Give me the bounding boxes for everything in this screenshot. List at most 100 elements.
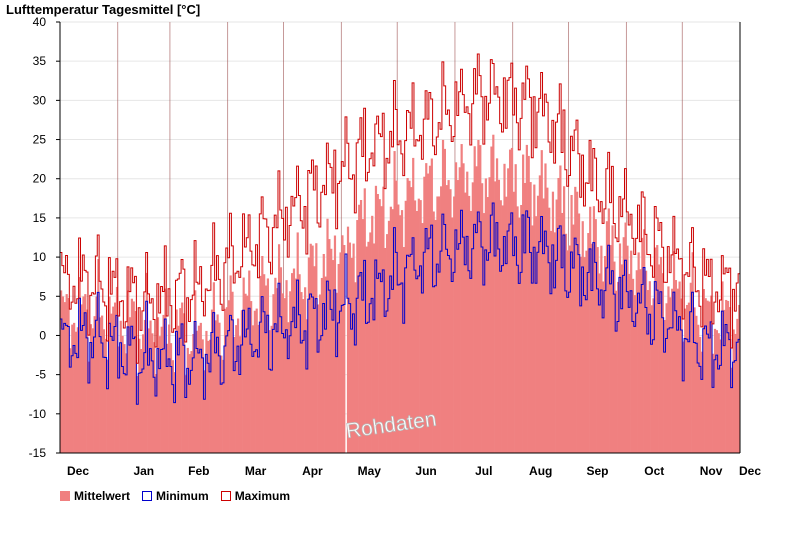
mittelwert-bar [514, 164, 517, 453]
mittelwert-bar [194, 290, 197, 453]
mittelwert-bar [158, 336, 161, 453]
mittelwert-bar [266, 278, 269, 453]
mittelwert-bar [132, 301, 135, 453]
mittelwert-bar [117, 346, 120, 453]
mittelwert-bar [106, 359, 109, 453]
mittelwert-bar [579, 256, 582, 453]
mittelwert-bar [399, 215, 402, 453]
mittelwert-bar [222, 359, 225, 453]
mittelwert-bar [318, 294, 322, 453]
mittelwert-bar [609, 245, 612, 453]
mittelwert-bar [328, 239, 331, 453]
mittelwert-bar [639, 269, 642, 453]
mittelwert-bar [235, 325, 238, 453]
mittelwert-bar [622, 237, 625, 453]
mittelwert-bar [73, 322, 76, 453]
mittelwert-bar [296, 232, 299, 453]
mittelwert-bar [667, 286, 670, 453]
mittelwert-bar [160, 326, 163, 453]
mittelwert-bar [179, 308, 182, 453]
mittelwert-bar [63, 302, 66, 453]
mittelwert-bar [65, 294, 68, 453]
mittelwert-bar [671, 288, 674, 453]
mittelwert-bar [553, 232, 556, 453]
mittelwert-bar [646, 290, 650, 453]
mittelwert-bar [726, 300, 730, 453]
mittelwert-bar [255, 308, 258, 453]
mittelwert-bar [413, 200, 417, 453]
mittelwert-bar [715, 330, 718, 453]
mittelwert-bar [283, 298, 286, 453]
mittelwert-bar [149, 320, 152, 453]
mittelwert-bar [367, 241, 370, 453]
mittelwert-bar [425, 163, 428, 453]
mittelwert-bar [134, 311, 137, 453]
mittelwert-bar [104, 338, 107, 453]
mittelwert-bar [361, 219, 365, 453]
mittelwert-bar [257, 324, 260, 453]
mittelwert-bar [417, 198, 420, 453]
mittelwert-bar [549, 230, 553, 453]
mittelwert-bar [637, 252, 640, 453]
mittelwert-bar [548, 207, 551, 453]
mittelwert-bar [386, 234, 389, 453]
legend-label-mittelwert: Mittelwert [74, 489, 131, 503]
legend-item-maximum: Maximum [220, 489, 291, 503]
legend-label-maximum: Maximum [234, 489, 291, 503]
mittelwert-bar [76, 327, 79, 453]
mittelwert-bar [423, 176, 426, 453]
legend-swatch-maximum [220, 491, 231, 501]
mittelwert-bar [322, 253, 325, 453]
mittelwert-bar [723, 309, 726, 453]
legend-swatch-minimum [142, 491, 153, 501]
mittelwert-bar [229, 275, 232, 453]
mittelwert-bar [559, 165, 562, 454]
mittelwert-bar [708, 301, 711, 453]
chart-title: Lufttemperatur Tagesmittel [°C] [6, 2, 201, 17]
mittelwert-bar [287, 322, 290, 453]
mittelwert-bar [587, 233, 590, 453]
mittelwert-bar [458, 167, 461, 453]
mittelwert-bar [618, 243, 622, 453]
mittelwert-bar [190, 351, 193, 453]
mittelwert-bar [207, 340, 210, 453]
mittelwert-bar [311, 245, 314, 453]
mittelwert-bar [358, 204, 361, 453]
mittelwert-bar [248, 270, 251, 453]
x-tick-label-jan: Jan [133, 464, 154, 478]
mittelwert-bar [298, 274, 301, 453]
mittelwert-bar [700, 351, 704, 453]
mittelwert-bar [212, 282, 215, 453]
mittelwert-bar [620, 264, 623, 453]
mittelwert-bar [343, 245, 346, 453]
y-tick-label: 40 [33, 15, 47, 29]
mittelwert-bar [333, 235, 337, 453]
mittelwert-bar [387, 220, 391, 453]
mittelwert-bar [348, 242, 351, 453]
mittelwert-bar [676, 288, 679, 453]
mittelwert-bar [501, 205, 504, 453]
mittelwert-bar [182, 313, 186, 453]
mittelwert-bar [188, 354, 191, 453]
mittelwert-bar [585, 250, 588, 453]
mittelwert-bar [572, 224, 575, 453]
mittelwert-bar [408, 180, 411, 453]
mittelwert-bar [449, 189, 452, 453]
mittelwert-bar [115, 286, 119, 453]
mittelwert-bar [350, 257, 353, 453]
mittelwert-bar [596, 247, 599, 453]
mittelwert-bar [527, 155, 530, 453]
mittelwert-bar [78, 277, 81, 453]
mittelwert-bar [598, 273, 601, 453]
mittelwert-bar [339, 252, 342, 453]
mittelwert-bar [138, 338, 141, 453]
mittelwert-bar [428, 165, 432, 453]
mittelwert-bar [456, 180, 460, 454]
mittelwert-bar [482, 213, 486, 453]
mittelwert-bar [615, 290, 618, 453]
mittelwert-bar [505, 196, 508, 453]
maximum-line [60, 53, 740, 364]
mittelwert-bar [391, 209, 394, 453]
y-tick-label: -15 [29, 446, 47, 460]
mittelwert-bar [523, 182, 527, 454]
